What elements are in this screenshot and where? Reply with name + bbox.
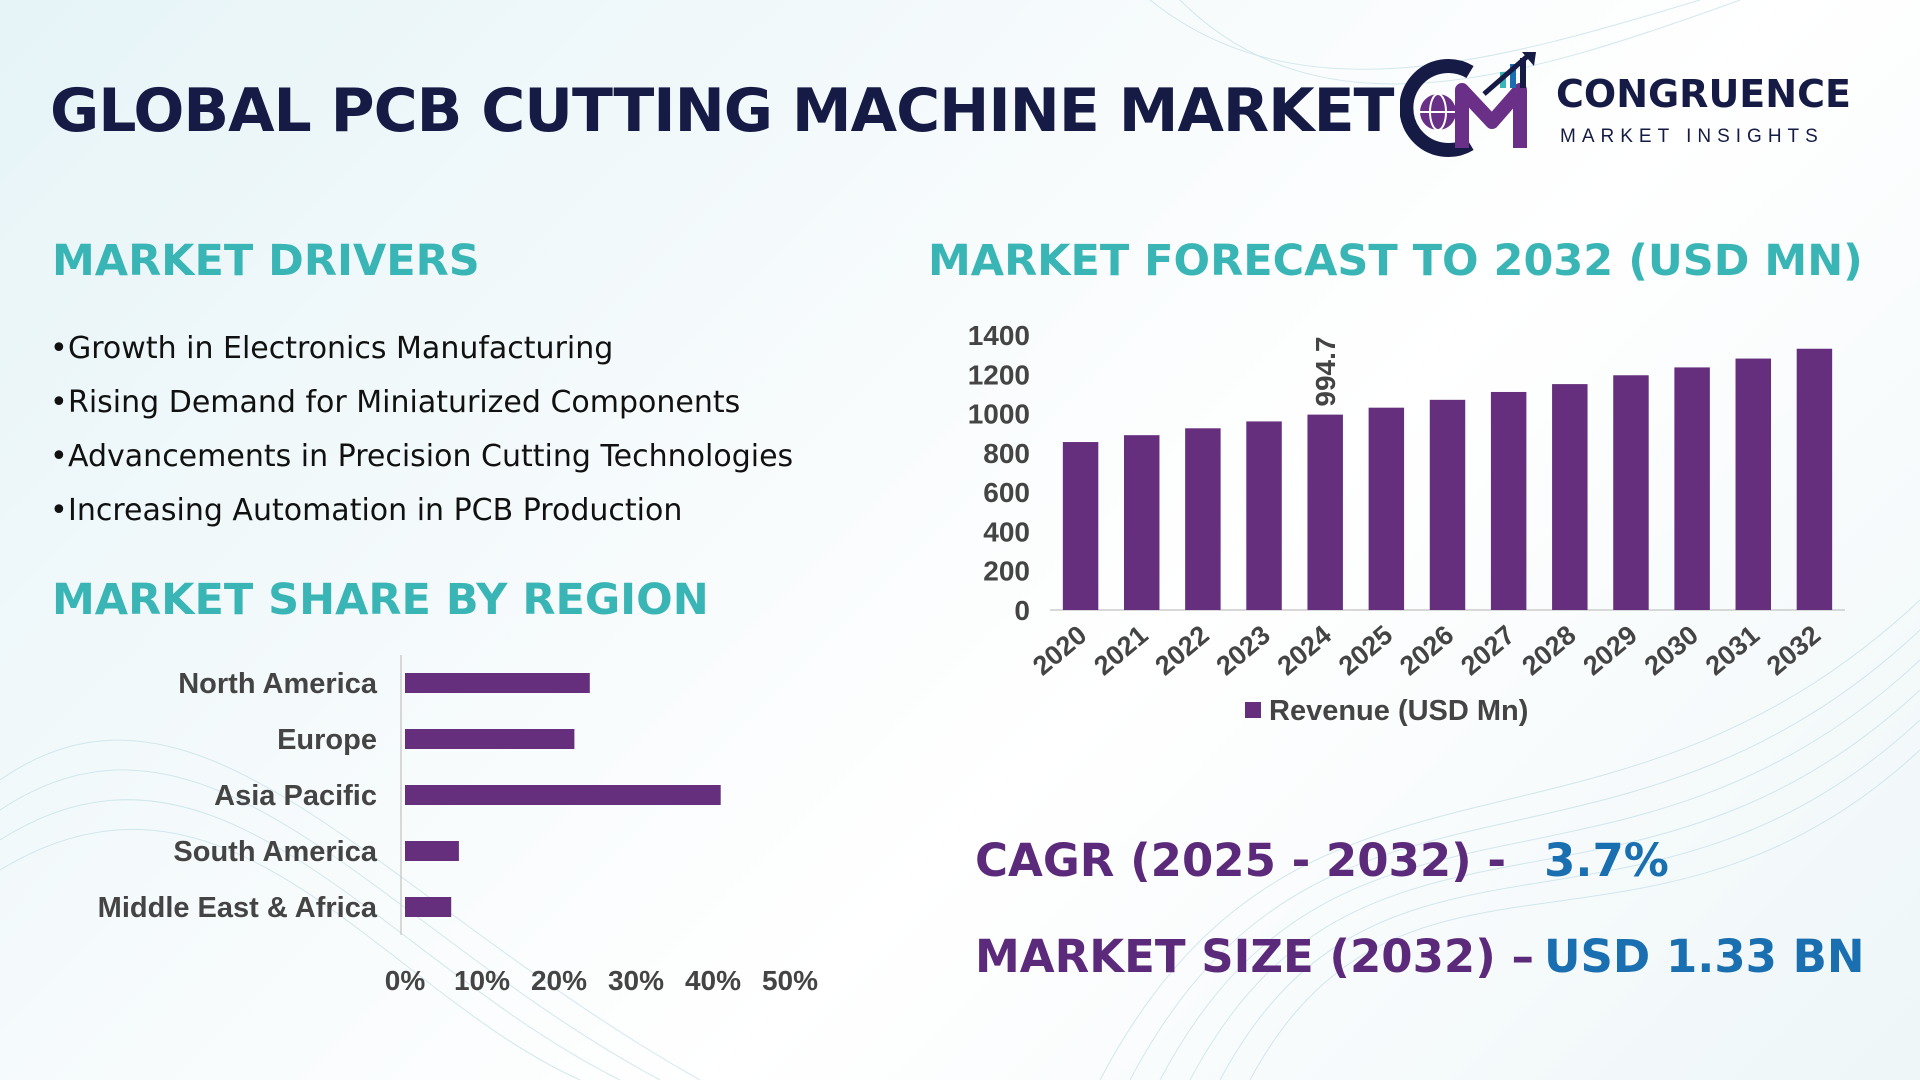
page-title: GLOBAL PCB CUTTING MACHINE MARKET xyxy=(50,76,1394,146)
forecast-bar xyxy=(1429,399,1466,610)
region-label: North America xyxy=(178,668,378,700)
forecast-bar xyxy=(1735,358,1772,610)
driver-item: •Advancements in Precision Cutting Techn… xyxy=(50,430,793,484)
x-tick-label: 30% xyxy=(608,965,664,996)
market-size-value: USD 1.33 BN xyxy=(1543,930,1865,983)
x-tick-label: 40% xyxy=(685,965,741,996)
x-tick-label: 2026 xyxy=(1394,620,1459,682)
y-tick-label: 1200 xyxy=(968,359,1030,390)
market-size-kpi: MARKET SIZE (2032) – USD 1.33 BN xyxy=(975,930,1865,983)
driver-item: •Increasing Automation in PCB Production xyxy=(50,484,793,538)
market-size-label: MARKET SIZE (2032) – xyxy=(975,930,1534,983)
x-tick-label: 2021 xyxy=(1088,620,1153,682)
y-tick-label: 1000 xyxy=(968,399,1030,430)
driver-text: Rising Demand for Miniaturized Component… xyxy=(68,385,741,420)
data-label: 994.7 xyxy=(1310,337,1341,407)
region-bar xyxy=(405,841,459,861)
forecast-chart: 0200400600800100012001400202020212022202… xyxy=(968,320,1845,727)
region-label: Asia Pacific xyxy=(214,780,377,812)
x-tick-label: 2029 xyxy=(1578,620,1643,682)
x-tick-label: 2022 xyxy=(1149,620,1214,682)
driver-item: •Rising Demand for Miniaturized Componen… xyxy=(50,376,793,430)
forecast-bar xyxy=(1368,407,1405,610)
x-tick-label: 2031 xyxy=(1700,620,1765,682)
region-bar xyxy=(405,897,452,917)
driver-text: Increasing Automation in PCB Production xyxy=(68,493,683,528)
forecast-bar xyxy=(1552,384,1588,610)
cagr-value: 3.7% xyxy=(1544,834,1669,887)
driver-text: Advancements in Precision Cutting Techno… xyxy=(68,439,794,474)
forecast-bar xyxy=(1062,442,1099,610)
x-tick-label: 20% xyxy=(531,965,587,996)
bullet-icon: • xyxy=(50,493,68,528)
cm-globe-growth-logo-icon xyxy=(1400,52,1536,157)
cagr-kpi: CAGR (2025 - 2032) - 3.7% xyxy=(975,834,1669,887)
region-heading: MARKET SHARE BY REGION xyxy=(52,575,709,625)
y-tick-label: 200 xyxy=(983,556,1030,587)
bullet-icon: • xyxy=(50,331,68,366)
x-tick-label: 2032 xyxy=(1761,620,1826,682)
region-bar xyxy=(405,729,575,749)
driver-text: Growth in Electronics Manufacturing xyxy=(68,331,614,366)
driver-item: •Growth in Electronics Manufacturing xyxy=(50,322,793,376)
x-tick-label: 2030 xyxy=(1639,620,1704,682)
x-tick-label: 50% xyxy=(762,965,818,996)
x-tick-label: 2020 xyxy=(1027,620,1092,682)
x-tick-label: 2023 xyxy=(1211,620,1276,682)
y-tick-label: 800 xyxy=(983,438,1030,469)
x-tick-label: 2027 xyxy=(1455,620,1520,682)
forecast-bar xyxy=(1796,348,1833,610)
forecast-bar xyxy=(1613,375,1649,610)
x-tick-label: 2025 xyxy=(1333,620,1398,682)
y-tick-label: 400 xyxy=(983,516,1030,547)
x-tick-label: 0% xyxy=(385,965,426,996)
x-tick-label: 2028 xyxy=(1516,620,1581,682)
company-logo: CONGRUENCE MARKET INSIGHTS xyxy=(1400,52,1880,162)
cagr-label: CAGR (2025 - 2032) - xyxy=(975,834,1507,887)
y-tick-label: 600 xyxy=(983,477,1030,508)
bullet-icon: • xyxy=(50,385,68,420)
forecast-heading: MARKET FORECAST TO 2032 (USD MN) xyxy=(928,236,1863,286)
logo-name: CONGRUENCE xyxy=(1556,72,1851,116)
y-tick-label: 1400 xyxy=(968,320,1030,351)
region-bar xyxy=(405,673,590,693)
forecast-bar xyxy=(1490,391,1527,610)
bullet-icon: • xyxy=(50,439,68,474)
region-label: Middle East & Africa xyxy=(98,892,378,924)
region-share-chart: North America Europe Asia Pacific South Ame… xyxy=(98,655,818,996)
logo-tagline: MARKET INSIGHTS xyxy=(1560,126,1824,147)
legend-swatch xyxy=(1245,702,1261,718)
forecast-bar xyxy=(1185,428,1221,610)
region-label: South America xyxy=(173,836,377,868)
region-label: Europe xyxy=(277,724,377,756)
drivers-list: •Growth in Electronics Manufacturing •Ri… xyxy=(50,322,793,538)
forecast-bar xyxy=(1307,414,1343,610)
y-tick-label: 0 xyxy=(1014,595,1030,626)
forecast-bar xyxy=(1123,435,1160,610)
drivers-heading: MARKET DRIVERS xyxy=(52,236,480,286)
forecast-bar xyxy=(1674,367,1710,610)
legend-label: Revenue (USD Mn) xyxy=(1269,695,1528,727)
region-bar xyxy=(405,785,721,805)
x-tick-label: 10% xyxy=(454,965,510,996)
x-tick-label: 2024 xyxy=(1272,620,1337,682)
forecast-bar xyxy=(1246,421,1282,610)
